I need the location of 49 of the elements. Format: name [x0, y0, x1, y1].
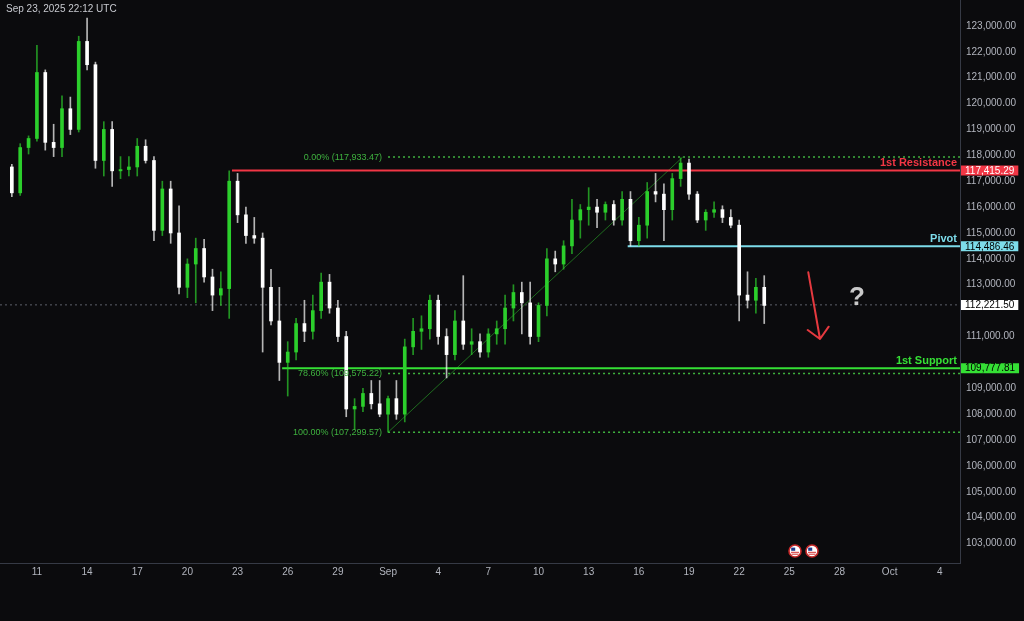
series-label: 100.00% (107,299.57): [292, 427, 383, 438]
x-tick-label: Oct: [881, 565, 898, 577]
x-tick-label: Sep: [379, 565, 398, 577]
series-label: Pivot: [930, 232, 958, 245]
y-tick-label: 111,000.00: [966, 330, 1015, 342]
x-tick-label: 4: [435, 565, 442, 577]
x-tick-label: 14: [81, 565, 94, 577]
y-tick-label: 105,000.00: [966, 485, 1017, 497]
data-label: 114,486.46: [965, 240, 1015, 252]
x-tick-label: 4: [937, 565, 944, 577]
x-tick-label: 25: [783, 565, 796, 577]
x-tick-label: 29: [332, 565, 344, 577]
x-tick-label: 28: [833, 565, 846, 577]
y-tick-label: 107,000.00: [966, 433, 1017, 445]
y-tick-label: 116,000.00: [966, 200, 1016, 212]
x-tick-label: 16: [633, 565, 645, 577]
data-label: 117,415.29: [965, 164, 1015, 176]
ref-line-label: 112,221.50: [965, 299, 1015, 311]
y-tick-label: 120,000.00: [966, 97, 1017, 109]
series-label: 0.00% (117,933.47): [303, 152, 383, 163]
series-label: 1st Support: [895, 354, 958, 367]
annotation: Sep 23, 2025 22:12 UTC: [6, 2, 117, 14]
x-tick-label: 26: [282, 565, 294, 577]
y-tick-label: 115,000.00: [966, 226, 1016, 238]
y-tick-label: 109,000.00: [966, 382, 1017, 394]
y-tick-label: 106,000.00: [966, 459, 1017, 471]
y-tick-label: 113,000.00: [966, 278, 1016, 290]
x-tick-label: 10: [532, 565, 545, 577]
y-tick-label: 117,000.00: [966, 174, 1016, 186]
y-tick-label: 122,000.00: [966, 45, 1017, 57]
annotation: ?: [849, 281, 865, 312]
x-tick-label: 17: [131, 565, 144, 577]
y-tick-label: 123,000.00: [966, 19, 1017, 31]
x-tick-label: 23: [232, 565, 244, 577]
series-label: 1st Resistance: [879, 156, 957, 169]
y-tick-label: 108,000.00: [966, 407, 1017, 419]
x-tick-label: 11: [31, 565, 43, 577]
y-tick-label: 118,000.00: [966, 149, 1016, 161]
y-tick-label: 114,000.00: [966, 252, 1016, 264]
y-tick-label: 121,000.00: [966, 71, 1017, 83]
y-tick-label: 119,000.00: [966, 123, 1016, 135]
x-tick-label: 13: [583, 565, 595, 577]
x-tick-label: 22: [733, 565, 746, 577]
data-label: 109,777.81: [965, 362, 1016, 374]
y-tick-label: 104,000.00: [966, 511, 1017, 523]
x-tick-label: 7: [485, 565, 492, 577]
y-tick-label: 103,000.00: [966, 537, 1017, 549]
x-tick-label: 19: [683, 565, 695, 577]
x-tick-label: 20: [181, 565, 194, 577]
